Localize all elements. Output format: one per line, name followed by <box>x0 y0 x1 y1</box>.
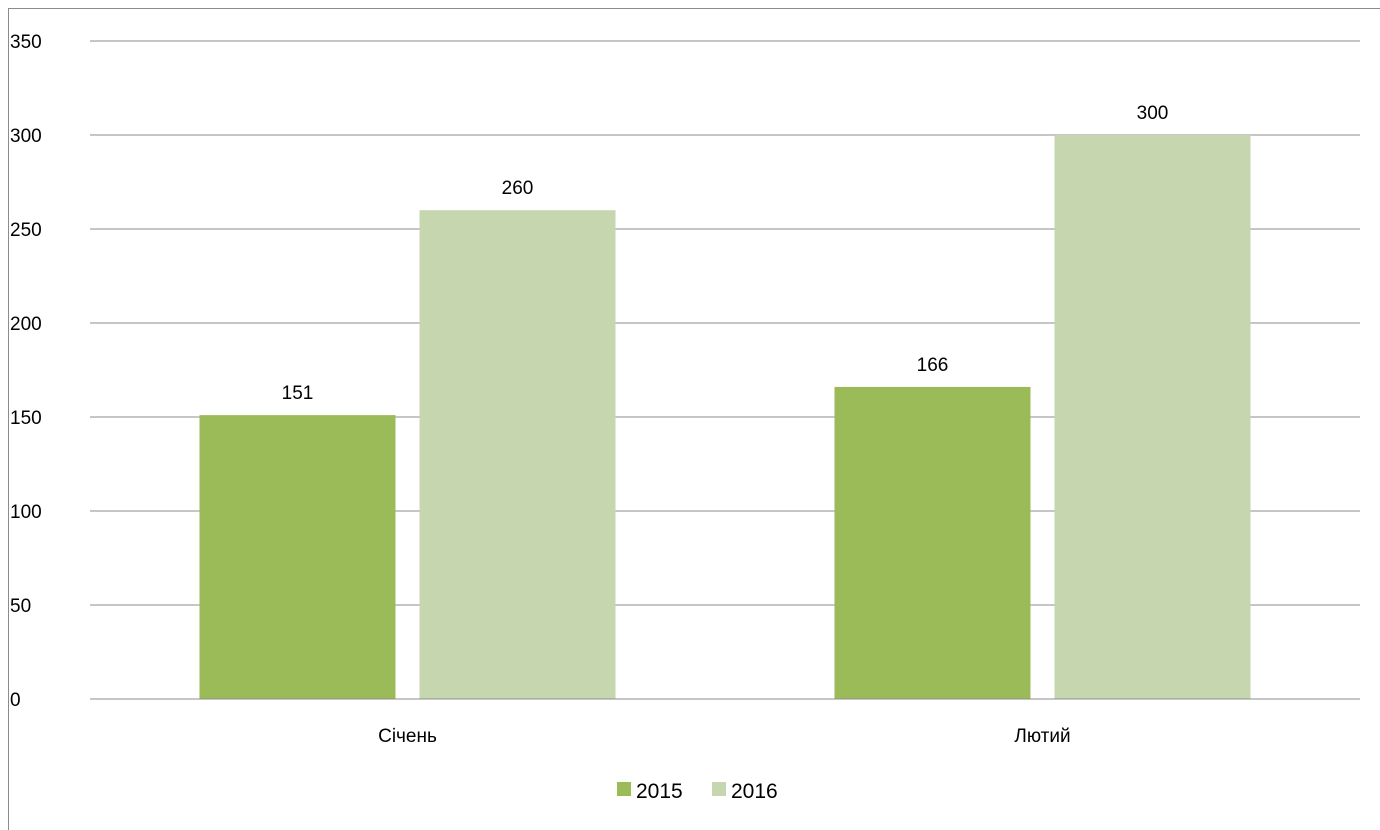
bars <box>199 135 1251 699</box>
y-tick-label: 0 <box>10 690 21 711</box>
legend-swatch-2015 <box>617 782 631 796</box>
chart-frame <box>8 8 1380 830</box>
data-label: 300 <box>1137 103 1169 124</box>
y-tick-label: 150 <box>10 408 42 429</box>
y-tick-label: 300 <box>10 126 42 147</box>
y-tick-label: 250 <box>10 220 42 241</box>
legend: 2015 2016 <box>617 780 778 803</box>
y-axis-tick-labels: 0 50 100 150 200 250 300 350 <box>10 32 42 711</box>
bar-2016-1 <box>1054 135 1251 699</box>
bar-2016-0 <box>419 210 616 699</box>
bar-2015-1 <box>834 386 1031 699</box>
y-tick-label: 100 <box>10 502 42 523</box>
data-label: 260 <box>502 178 534 199</box>
x-axis-category-labels: Січень Лютий <box>378 726 1071 747</box>
x-category-label: Лютий <box>1014 726 1070 747</box>
legend-label: 2016 <box>731 780 778 803</box>
x-category-label: Січень <box>378 726 437 747</box>
y-tick-label: 50 <box>10 596 31 617</box>
legend-swatch-2016 <box>712 782 726 796</box>
legend-label: 2015 <box>636 780 683 803</box>
bar-2015-0 <box>199 415 396 699</box>
data-labels: 151 260 166 300 <box>282 103 1169 404</box>
y-tick-label: 350 <box>10 32 42 53</box>
data-label: 166 <box>917 355 949 376</box>
data-label: 151 <box>282 383 314 404</box>
y-tick-label: 200 <box>10 314 42 335</box>
